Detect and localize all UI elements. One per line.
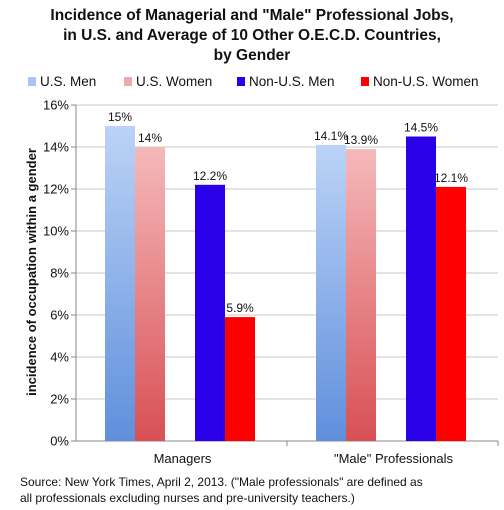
y-tick-label: 10% (43, 224, 69, 239)
legend-label-us-men: U.S. Men (40, 74, 97, 89)
data-label: 14.1% (314, 129, 348, 143)
bar-us-men-managers (105, 126, 135, 441)
y-tick-label: 12% (43, 182, 69, 197)
chart-title: Incidence of Managerial and "Male" Profe… (0, 6, 504, 66)
legend-label-non-us-women: Non-U.S. Women (373, 74, 479, 89)
legend-swatch-non-us-men (237, 77, 245, 86)
data-label: 5.9% (226, 301, 254, 315)
y-tick-label: 2% (50, 392, 69, 407)
data-label: 13.9% (344, 133, 378, 147)
bar-us-women-male-professionals (346, 149, 376, 441)
bar-non-us-women-male-professionals (436, 186, 466, 441)
x-category-label: "Male" Professionals (334, 451, 454, 466)
y-tick-label: 14% (43, 140, 69, 155)
legend-item-us-men: U.S. Men (28, 74, 96, 89)
y-tick-label: 0% (50, 434, 69, 449)
legend-swatch-us-women (124, 77, 132, 86)
legend-item-non-us-women: Non-U.S. Women (361, 74, 479, 89)
legend-item-us-women: U.S. Women (124, 74, 212, 89)
legend-swatch-us-men (28, 77, 36, 86)
y-tick-label: 8% (50, 266, 69, 281)
bar-non-us-women-managers (225, 317, 255, 441)
chart-legend: U.S. Men U.S. Women Non-U.S. Men Non-U.S… (28, 74, 498, 94)
legend-swatch-non-us-women (361, 77, 369, 86)
source-line-1: Source: New York Times, April 2, 2013. (… (20, 475, 423, 489)
chart-title-line-3: by Gender (213, 47, 291, 64)
bar-us-men-male-professionals (316, 144, 346, 441)
legend-label-non-us-men: Non-U.S. Men (249, 74, 335, 89)
bar-us-women-managers (135, 147, 165, 441)
y-axis-label: incidence of occupation within a gender (24, 148, 39, 396)
source-note: Source: New York Times, April 2, 2013. (… (20, 474, 500, 506)
data-label: 12.2% (193, 169, 227, 183)
bar-non-us-men-male-professionals (406, 136, 436, 441)
data-label: 14.5% (404, 121, 438, 135)
data-labels: 15% 14% 12.2% 5.9% 14.1%13.9% 14.5% 12.1% (108, 110, 468, 315)
bar-chart: 0% 2% 4% 6% 8% 10% 12% 14% 16% Managers "Male" Pro… (24, 98, 499, 466)
data-label: 14% (138, 131, 162, 145)
data-label: 12.1% (434, 171, 468, 185)
legend-item-non-us-men: Non-U.S. Men (237, 74, 335, 89)
y-tick-label: 6% (50, 308, 69, 323)
bars (105, 126, 466, 442)
data-label: 15% (108, 110, 132, 124)
chart-title-line-2: in U.S. and Average of 10 Other O.E.C.D.… (63, 27, 441, 44)
x-category-label: Managers (154, 451, 212, 466)
source-line-2: all professionals excluding nurses and p… (20, 491, 355, 505)
y-tick-label: 16% (43, 98, 69, 113)
bar-non-us-men-managers (195, 184, 225, 442)
legend-label-us-women: U.S. Women (136, 74, 213, 89)
chart-title-line-1: Incidence of Managerial and "Male" Profe… (50, 7, 454, 24)
y-tick-label: 4% (50, 350, 69, 365)
